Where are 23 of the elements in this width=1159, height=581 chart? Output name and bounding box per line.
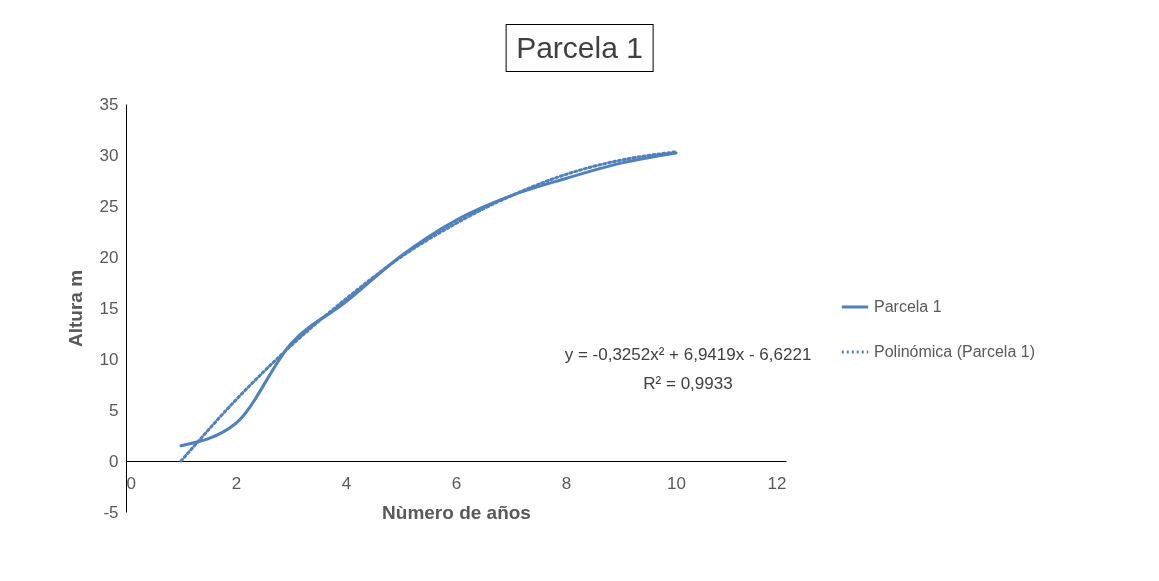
- legend-label: Polinómica (Parcela 1): [874, 343, 1035, 360]
- y-tick-label: 10: [99, 349, 119, 369]
- x-tick-label: 4: [341, 473, 352, 493]
- x-tick-label: 10: [667, 473, 686, 493]
- y-tick-label: 5: [109, 400, 119, 420]
- y-tick-label: 0: [109, 451, 119, 471]
- y-tick-label: -5: [103, 502, 119, 522]
- y-tick-label: 35: [99, 94, 119, 114]
- x-axis-title: Nùmero de años: [382, 501, 531, 523]
- y-axis-title: Altura m: [64, 269, 86, 348]
- y-tick-label: 30: [99, 145, 119, 165]
- annotation: R² = 0,9933: [643, 374, 733, 393]
- y-tick-label: 25: [99, 196, 119, 216]
- x-tick-label: 12: [767, 473, 787, 493]
- x-tick-label: 2: [231, 473, 242, 493]
- x-tick-label: 8: [561, 473, 572, 493]
- chart-title: Parcela 1: [505, 24, 654, 72]
- y-tick-label: 15: [99, 298, 119, 318]
- x-tick-label: 6: [451, 473, 462, 493]
- legend-label: Parcela 1: [874, 298, 942, 315]
- y-tick-label: 20: [99, 247, 119, 267]
- x-tick-label: 0: [126, 473, 136, 493]
- annotation: y = -0,3252x² + 6,9419x - 6,6221: [564, 345, 812, 364]
